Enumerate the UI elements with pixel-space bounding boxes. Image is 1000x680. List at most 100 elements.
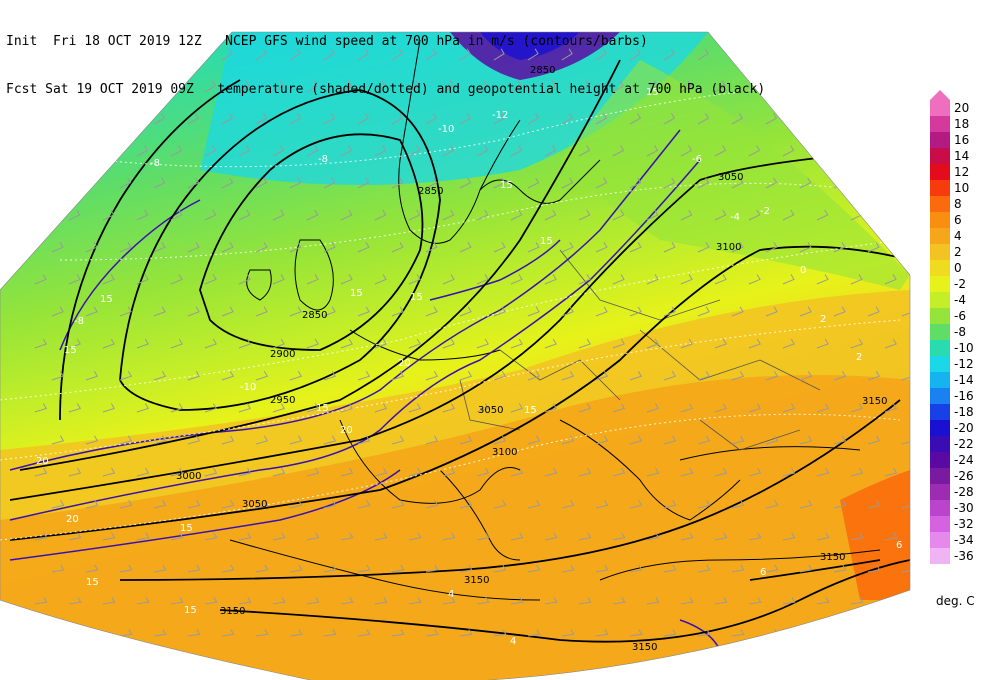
wind-barb <box>527 112 540 125</box>
colorbar-label: 20 <box>954 101 970 115</box>
wind-barb <box>782 532 796 541</box>
wind-barb <box>51 629 65 637</box>
wind-barb <box>170 596 184 605</box>
colorbar-level: 14 <box>930 148 990 164</box>
wind-barb <box>391 564 405 573</box>
wind-barb <box>799 629 813 637</box>
wind-barb <box>816 80 828 93</box>
wind-barb <box>85 500 99 509</box>
temp-label: -6 <box>692 154 702 165</box>
wind-barb <box>544 80 556 93</box>
wind-barb <box>510 532 524 541</box>
wind-barb <box>340 403 354 413</box>
wind-barb <box>170 209 183 221</box>
cold-core-zone <box>480 32 580 60</box>
wind-barb <box>833 564 847 573</box>
wind-barb <box>833 370 847 381</box>
wind-barb <box>425 564 439 573</box>
height-label: 3050 <box>242 499 267 510</box>
wind-barb <box>765 435 779 445</box>
wind-barb <box>833 500 847 509</box>
wind-barb <box>493 435 507 445</box>
wind-barb <box>170 338 183 349</box>
wind-barb <box>34 403 48 413</box>
wind-barb <box>595 241 608 253</box>
wind-barb <box>408 80 420 93</box>
wind-barb <box>357 48 369 61</box>
wind-barb <box>221 500 235 509</box>
colorbar-label: 12 <box>954 165 970 179</box>
colorbar-level: -26 <box>930 468 990 484</box>
wind-barb <box>153 435 167 445</box>
wind-barb <box>102 338 115 349</box>
wind-barb <box>476 80 488 93</box>
wind-barb <box>68 209 81 221</box>
wind-barb <box>170 274 183 285</box>
temperature-isolines <box>0 89 901 541</box>
wind-contours <box>9 129 721 651</box>
temp-label: 6 <box>896 540 902 551</box>
colorbar-level: 4 <box>930 228 990 244</box>
wind-barb <box>782 596 796 605</box>
wind-barb <box>731 500 745 509</box>
wind-barb <box>493 370 507 381</box>
wind-barb <box>595 435 609 445</box>
colorbar-level: -18 <box>930 404 990 420</box>
wind-barb <box>85 564 99 573</box>
wind-barb <box>629 177 642 189</box>
wind-barb <box>119 177 132 189</box>
wind-label: 15 <box>540 236 553 247</box>
wind-barb <box>782 274 795 285</box>
height-label: 3150 <box>820 552 845 563</box>
temp-label: -4 <box>730 212 740 223</box>
wind-barb <box>901 241 910 253</box>
wind-barb <box>867 48 879 61</box>
wind-barb <box>272 209 285 221</box>
wind-barb <box>901 177 910 189</box>
wind-barb <box>901 48 910 61</box>
wind-label: 20 <box>66 514 79 525</box>
wind-barb <box>561 241 574 253</box>
wind-barb <box>272 596 286 605</box>
wind-barb <box>748 596 762 605</box>
wind-barb <box>68 338 81 349</box>
wind-barb <box>510 145 523 157</box>
colorbar-swatch <box>930 212 950 228</box>
wind-barb <box>561 306 574 317</box>
wind-barb <box>187 500 201 509</box>
wind-barb <box>391 629 405 637</box>
wind-barb <box>255 500 269 509</box>
colorbar-label: -2 <box>954 277 966 291</box>
colorbar-label: 18 <box>954 117 970 131</box>
wind-barb <box>153 177 166 189</box>
colorbar-label: -16 <box>954 389 974 403</box>
wind-barb <box>867 500 881 509</box>
colorbar-level: 0 <box>930 260 990 276</box>
wind-label: 20 <box>36 456 49 467</box>
wind-barb <box>425 629 439 637</box>
wind-barb <box>442 532 456 541</box>
wind-barb <box>119 564 133 573</box>
wind-barb <box>493 241 506 253</box>
wind-barb <box>646 145 659 157</box>
wind-barb <box>187 435 201 445</box>
wind-barb <box>527 564 541 573</box>
wind-barb <box>612 274 625 285</box>
wind-barb <box>595 629 609 637</box>
wind-barb <box>833 112 846 125</box>
wind-barb <box>629 370 643 381</box>
temp-label: 6 <box>760 567 766 578</box>
height-labels: 2850 3050 3100 2850 2850 2900 2950 3000 … <box>176 65 887 653</box>
wind-barb <box>799 306 812 317</box>
header-forecast-line: Fcst Sat 19 OCT 2019 09Z temperature (sh… <box>6 82 766 97</box>
wind-barb <box>153 500 167 509</box>
wind-barb <box>765 564 779 573</box>
wind-barb <box>697 564 711 573</box>
wind-barb <box>680 209 693 221</box>
wind-barb <box>799 370 813 381</box>
wind-barb <box>459 629 473 637</box>
wind-barb <box>731 306 744 317</box>
wind-barb <box>102 596 116 605</box>
height-label: 3050 <box>718 172 743 183</box>
